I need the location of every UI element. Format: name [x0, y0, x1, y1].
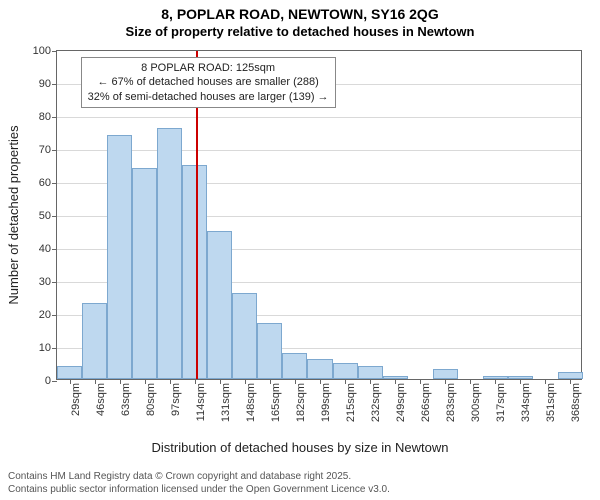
chart-container: 8, POPLAR ROAD, NEWTOWN, SY16 2QG Size o… — [0, 0, 600, 500]
ytick-label: 0 — [45, 375, 57, 387]
xtick-label: 80sqm — [145, 383, 157, 416]
xtick-label: 334sqm — [520, 383, 532, 422]
xtick-label: 249sqm — [395, 383, 407, 422]
xtick-label: 131sqm — [220, 383, 232, 422]
xtick-label: 232sqm — [370, 383, 382, 422]
histogram-bar — [282, 353, 307, 379]
ytick-label: 90 — [39, 78, 57, 90]
gridline — [57, 117, 581, 118]
plot-area: 010203040506070809010029sqm46sqm63sqm80s… — [56, 50, 582, 380]
chart-subtitle: Size of property relative to detached ho… — [0, 24, 600, 44]
xtick-label: 114sqm — [195, 383, 207, 421]
annotation-line: 32% of semi-detached houses are larger (… — [88, 90, 329, 104]
histogram-bar — [82, 303, 107, 379]
xtick-label: 199sqm — [320, 383, 332, 422]
histogram-bar — [207, 231, 232, 380]
histogram-bar — [232, 293, 257, 379]
histogram-bar — [358, 366, 383, 379]
ytick-label: 10 — [39, 342, 57, 354]
x-axis-label: Distribution of detached houses by size … — [152, 440, 449, 455]
xtick-label: 215sqm — [345, 383, 357, 422]
ytick-label: 50 — [39, 210, 57, 222]
ytick-label: 70 — [39, 144, 57, 156]
histogram-bar — [57, 366, 82, 379]
xtick-label: 148sqm — [245, 383, 257, 422]
ytick-label: 80 — [39, 111, 57, 123]
xtick-label: 351sqm — [545, 383, 557, 422]
ytick-label: 100 — [33, 45, 57, 57]
footer-attribution: Contains HM Land Registry data © Crown c… — [8, 471, 390, 496]
xtick-label: 46sqm — [95, 383, 107, 416]
annotation-line: 8 POPLAR ROAD: 125sqm — [88, 61, 329, 75]
histogram-bar — [333, 363, 358, 380]
ytick-label: 40 — [39, 243, 57, 255]
footer-line-2: Contains public sector information licen… — [8, 484, 390, 497]
histogram-bar — [132, 168, 157, 379]
ytick-label: 30 — [39, 276, 57, 288]
histogram-bar — [182, 165, 207, 380]
xtick-label: 300sqm — [470, 383, 482, 422]
histogram-bar — [433, 369, 458, 379]
histogram-bar — [107, 135, 132, 379]
footer-line-1: Contains HM Land Registry data © Crown c… — [8, 471, 390, 484]
xtick-label: 29sqm — [70, 383, 82, 416]
histogram-bar — [558, 372, 583, 379]
histogram-bar — [307, 359, 332, 379]
xtick-label: 317sqm — [495, 383, 507, 422]
annotation-line: ← 67% of detached houses are smaller (28… — [88, 75, 329, 89]
chart-title: 8, POPLAR ROAD, NEWTOWN, SY16 2QG — [0, 0, 600, 24]
ytick-label: 60 — [39, 177, 57, 189]
xtick-label: 266sqm — [420, 383, 432, 422]
xtick-label: 182sqm — [295, 383, 307, 422]
xtick-label: 368sqm — [570, 383, 582, 422]
gridline — [57, 150, 581, 151]
xtick-label: 283sqm — [445, 383, 457, 422]
xtick-label: 63sqm — [120, 383, 132, 416]
ytick-label: 20 — [39, 309, 57, 321]
xtick-label: 97sqm — [170, 383, 182, 416]
histogram-bar — [257, 323, 282, 379]
xtick-label: 165sqm — [270, 383, 282, 422]
histogram-bar — [157, 128, 182, 379]
y-axis-label: Number of detached properties — [6, 125, 21, 304]
annotation-box: 8 POPLAR ROAD: 125sqm← 67% of detached h… — [81, 57, 336, 108]
